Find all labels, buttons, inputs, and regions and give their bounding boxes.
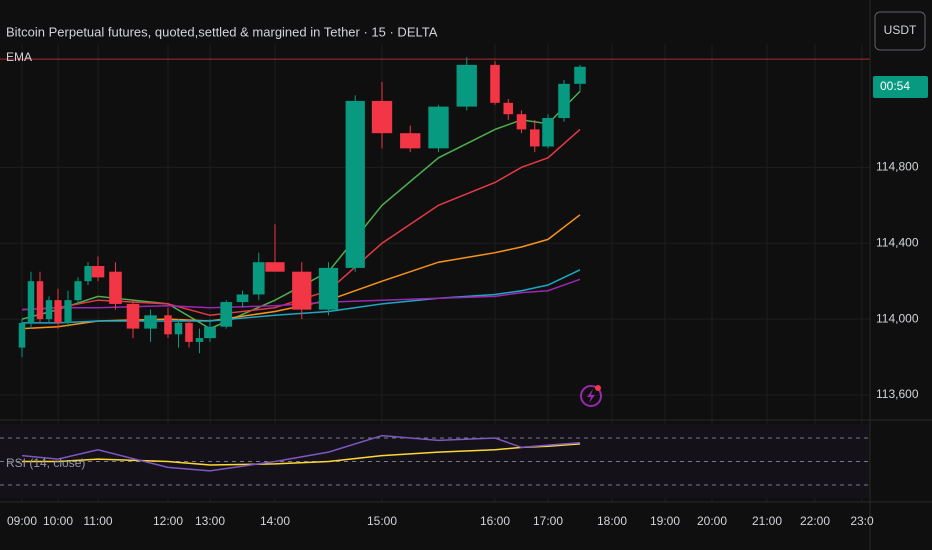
x-tick-label: 18:00 xyxy=(597,514,627,528)
main-pane xyxy=(0,57,870,358)
candle-body xyxy=(456,64,477,107)
y-tick-label: 114,800 xyxy=(876,160,919,174)
candle-body xyxy=(84,266,92,282)
countdown: 00:54 xyxy=(880,79,910,93)
x-tick-label: 15:00 xyxy=(367,514,397,528)
currency-button-label[interactable]: USDT xyxy=(884,23,917,37)
candle-body xyxy=(185,322,193,342)
candle-body xyxy=(126,303,140,329)
x-tick-label: 20:00 xyxy=(697,514,727,528)
y-tick-label: 114,400 xyxy=(876,235,919,249)
candle-body xyxy=(318,267,339,310)
candle-body xyxy=(265,262,285,272)
candle-body xyxy=(400,133,421,149)
rsi-plot xyxy=(0,434,870,486)
countdown-box xyxy=(873,76,928,98)
candle-body xyxy=(371,100,393,134)
candle-body xyxy=(64,300,72,323)
candle-body xyxy=(74,281,82,301)
x-tick-label: 22:00 xyxy=(800,514,830,528)
x-tick-label: 21:00 xyxy=(752,514,782,528)
x-tick-label: 09:00 xyxy=(7,514,37,528)
y-tick-label: 114,000 xyxy=(876,311,919,325)
rsi-line xyxy=(21,434,581,472)
y-tick-label: 113,600 xyxy=(876,387,919,401)
candle-body xyxy=(18,322,26,348)
candle-body xyxy=(204,326,216,339)
candle-body xyxy=(220,302,233,327)
candle-body xyxy=(195,338,204,342)
x-tick-label: 13:00 xyxy=(195,514,225,528)
x-tick-label: 12:00 xyxy=(153,514,183,528)
alert-icon[interactable] xyxy=(580,385,602,407)
candle-body xyxy=(558,83,570,118)
rsi-label: RSI (14, close) xyxy=(6,456,85,470)
x-tick-label: 23:0 xyxy=(850,514,874,528)
candle-body xyxy=(236,294,249,303)
alert-ring[interactable] xyxy=(580,385,602,407)
x-tick-label: 16:00 xyxy=(480,514,510,528)
x-tick-label: 17:00 xyxy=(533,514,563,528)
x-tick-label: 10:00 xyxy=(43,514,73,528)
candle-body xyxy=(529,129,540,147)
candle-body xyxy=(574,66,586,84)
x-tick-label: 19:00 xyxy=(650,514,680,528)
indicator-label: EMA xyxy=(6,50,32,64)
alert-bolt[interactable] xyxy=(587,389,595,403)
candle-body xyxy=(91,266,105,278)
candle-body xyxy=(144,315,157,329)
candle-body xyxy=(345,100,365,268)
candle-body xyxy=(252,262,265,295)
candle-body xyxy=(516,114,527,130)
candle-body xyxy=(503,102,514,115)
candle-body xyxy=(428,106,449,149)
candle-body xyxy=(27,281,35,323)
candle-body xyxy=(542,118,554,147)
candle-body xyxy=(292,271,312,310)
candle-body xyxy=(164,315,172,335)
x-tick-label: 11:00 xyxy=(83,514,112,528)
candle-body xyxy=(109,271,122,304)
chart-title: Bitcoin Perpetual futures, quoted,settle… xyxy=(6,24,438,39)
candle-body xyxy=(54,300,62,323)
currency-button[interactable] xyxy=(874,11,926,51)
axes: 09:00 10:00 11:00 12:00 13:00 14:00 15:00 16:00… xyxy=(7,160,919,529)
candle-body xyxy=(36,281,44,320)
candle-body xyxy=(174,322,183,335)
candle-body xyxy=(45,300,53,320)
candle-body xyxy=(490,64,500,103)
x-tick-label: 14:00 xyxy=(260,514,290,528)
alert-dot[interactable] xyxy=(595,385,601,391)
